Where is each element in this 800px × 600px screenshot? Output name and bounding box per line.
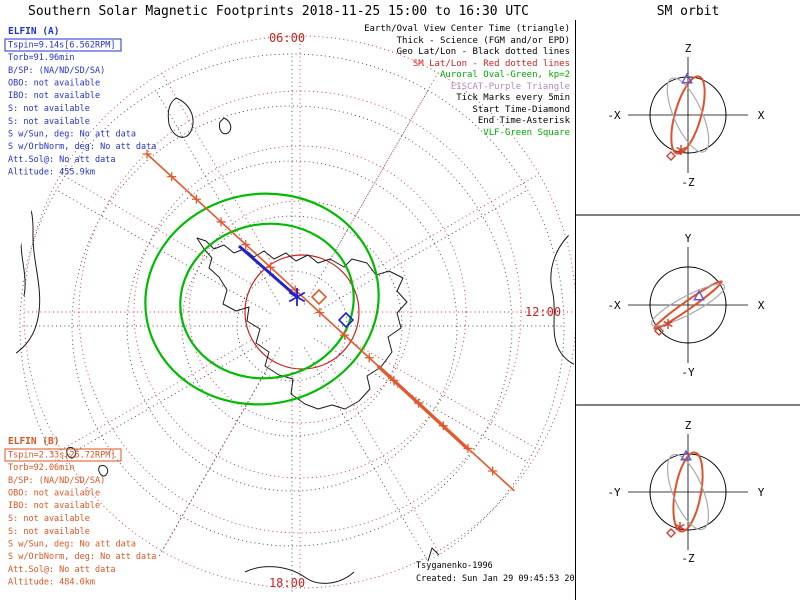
elfin-b-line: S: not available	[8, 514, 90, 524]
island-bottom-left-2	[98, 465, 109, 477]
sm-orbit-panel-xz: Z -Z -X X	[607, 42, 764, 189]
axis-label-left: -X	[607, 299, 621, 312]
orbit-trace-xz	[666, 72, 710, 161]
axis-label-right: Y	[758, 486, 765, 499]
legend-item: Tick Marks every 5min	[456, 93, 570, 103]
elfin-b-line: S: not available	[8, 527, 90, 537]
mlt-label-0600: 06:00	[269, 31, 305, 45]
satellite-tracks	[142, 149, 528, 504]
legend-item: EISCAT-Purple Triangle	[451, 82, 570, 92]
elfin-a-line: Tspin=9.14s[6.562RPM]	[8, 41, 115, 51]
map-circle-clip	[13, 35, 575, 594]
legend-item: Auroral Oval-Green, kp=2	[440, 70, 570, 80]
mlt-labels: 06:00 12:00 18:00	[269, 31, 561, 590]
elfin-b-line: Altitude: 484.0km	[8, 578, 95, 588]
sm-orbit-panel-yz: Z -Z -Y Y	[607, 419, 764, 565]
coast-bottom	[244, 566, 355, 584]
elfin-b-line: Torb=92.06min	[8, 463, 75, 473]
australia-coast	[550, 227, 575, 367]
legend-item: Thick - Science (FGM and/or EPD)	[397, 36, 570, 46]
footer: Tsyganenko-1996 Created: Sun Jan 29 09:4…	[416, 561, 585, 584]
elfin-a-line: Altitude: 455.9km	[8, 168, 95, 178]
axis-label-top: Y	[685, 232, 692, 245]
elfin-a-line: IBO: not available	[8, 91, 100, 101]
elfin-b-tspin-box	[4, 448, 122, 462]
geographic-grid	[19, 53, 565, 594]
elfin-b-line: Tspin=2.33s[25.72RPM]	[8, 451, 115, 461]
created-label: Created: Sun Jan 29 09:45:53 2023	[416, 574, 585, 584]
earth-disk	[649, 266, 727, 344]
axis-label-bottom: -Y	[681, 366, 695, 379]
elfin-b-line: OBO: not available	[8, 489, 100, 499]
elfin-b-line: S w/OrbNorm, deg: No att data	[8, 552, 156, 562]
elfin-a-tspin-box	[4, 38, 122, 52]
elfin-b-line: IBO: not available	[8, 501, 100, 511]
elfin-a-line: Att.Sol@: No att data	[8, 155, 115, 165]
elfin-a-info: ELFIN (A) Tspin=9.14s[6.562RPM] Torb=91.…	[4, 26, 156, 178]
page-title: Southern Solar Magnetic Footprints 2018-…	[28, 4, 529, 19]
axis-label-right: X	[758, 299, 765, 312]
axis-label-bottom: -Z	[681, 176, 695, 189]
legend: Earth/Oval View Center Time (triangle) T…	[364, 24, 570, 138]
axis-label-left: -Y	[607, 486, 621, 499]
auroral-oval	[144, 192, 380, 406]
sm-orbit-title: SM orbit	[657, 4, 720, 19]
track-elfin-a-science	[238, 244, 355, 329]
sm-grid	[23, 35, 575, 589]
model-label: Tsyganenko-1996	[416, 561, 493, 571]
elfin-a-line: B/SP: (NA/ND/SD/SA)	[8, 66, 105, 76]
island-top-left	[167, 97, 194, 138]
legend-item: End Time-Asterisk	[478, 116, 571, 126]
axis-label-top: Z	[685, 42, 692, 55]
elfin-b-info: ELFIN (B) Tspin=2.33s[25.72RPM] Torb=92.…	[4, 436, 156, 588]
elfin-b-line: B/SP: (NA/ND/SD/SA)	[8, 476, 105, 486]
axis-label-top: Z	[685, 419, 692, 432]
legend-item: SM Lat/Lon - Red dotted lines	[413, 59, 570, 69]
elfin-a-line: S: not available	[8, 117, 90, 127]
elfin-a-line: Torb=91.96min	[8, 53, 75, 63]
elfin-b-name: ELFIN (B)	[8, 436, 59, 447]
map-area: 06:00 12:00 18:00 Tsyganenko-1996 Create…	[13, 31, 585, 594]
island-top-left-small	[219, 117, 232, 135]
axis-label-bottom: -Z	[681, 552, 695, 565]
sm-orbit-panel-xy: Y -Y -X X	[607, 232, 764, 379]
orbit-trace-xy	[650, 280, 726, 336]
legend-item: Earth/Oval View Center Time (triangle)	[364, 24, 570, 34]
island-bottom-left	[66, 447, 77, 459]
elfin-a-line: S w/OrbNorm, deg: No att data	[8, 142, 156, 152]
elfin-a-line: S w/Sun, deg: No att data	[8, 130, 136, 140]
legend-item: Start Time-Diamond	[472, 105, 570, 115]
track-elfin-b-science	[376, 364, 470, 451]
orbit-trace-yz	[666, 449, 710, 538]
elfin-b-line: Att.Sol@: No att data	[8, 565, 115, 575]
axis-label-right: X	[758, 109, 765, 122]
mlt-label-1200: 12:00	[525, 305, 561, 319]
legend-item: Geo Lat/Lon - Black dotted lines	[397, 47, 570, 57]
elfin-a-name: ELFIN (A)	[8, 26, 59, 37]
elfin-a-line: S: not available	[8, 104, 90, 114]
antarctica-outline	[196, 237, 408, 410]
legend-item: VLF-Green Square	[483, 128, 570, 138]
mlt-label-1800: 18:00	[269, 576, 305, 590]
elfin-a-line: OBO: not available	[8, 79, 100, 89]
axis-label-left: -X	[607, 109, 621, 122]
elfin-b-line: S w/Sun, deg: No att data	[8, 540, 136, 550]
